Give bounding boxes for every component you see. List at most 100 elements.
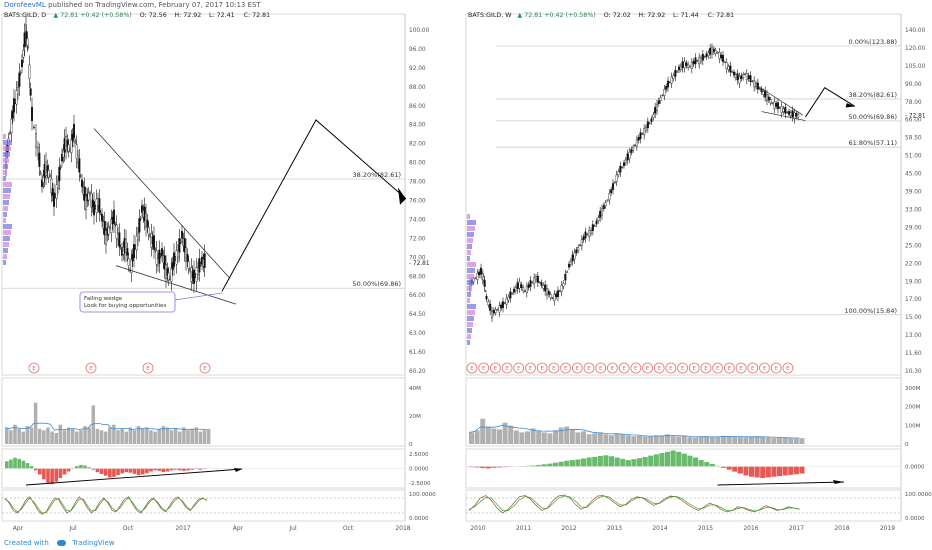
earnings-marker-label: E (146, 366, 150, 372)
earnings-marker-label: E (505, 366, 509, 372)
volume-bar (136, 426, 141, 444)
candle-body (712, 48, 715, 53)
macd-axis-label: 2.5000 (409, 452, 429, 458)
earnings-marker-label: E (681, 366, 685, 372)
candle-body (167, 272, 170, 281)
candle-body (176, 249, 179, 258)
macd-bar (58, 468, 63, 479)
legend-item: L: 72.41 (209, 12, 235, 19)
macd-bar (5, 461, 9, 469)
author-link[interactable]: DorofeevML (4, 1, 46, 9)
arrow-head-icon (845, 103, 855, 108)
earnings-marker-icon (28, 362, 40, 374)
candle-body (15, 90, 18, 105)
candle-body (577, 246, 580, 251)
candle-body (79, 175, 82, 177)
candle-body (586, 234, 589, 236)
price-axis-label: 70.00 (409, 255, 426, 261)
candle-body (648, 122, 651, 125)
price-axis-label: 60.20 (409, 369, 426, 375)
volume-bar (782, 437, 788, 444)
volume-bar (530, 428, 536, 444)
candle-body (657, 100, 660, 104)
candle-body (500, 304, 503, 309)
macd-bar (108, 468, 112, 478)
time-axis-label: Apr (233, 525, 244, 532)
candle-body (482, 276, 485, 281)
macd-bar (732, 466, 738, 472)
volume-profile-bar (3, 152, 10, 157)
candle-body (124, 238, 127, 253)
volume-axis-label: 100M (905, 423, 921, 429)
tradingview-brand[interactable]: TradingView (72, 539, 115, 547)
time-axis-label: 2010 (470, 525, 485, 532)
volume-bar (581, 431, 586, 444)
macd-bar (637, 458, 643, 467)
volume-profile-bar (467, 328, 472, 333)
wedge-upper-line (755, 84, 803, 116)
volume-bar (491, 428, 497, 444)
macd-bar (541, 464, 547, 467)
candle-body (723, 61, 726, 63)
price-axis-label: 78.00 (905, 100, 922, 106)
volume-bar (186, 430, 190, 444)
candle-body (709, 47, 712, 55)
candle-body (568, 263, 571, 268)
time-axis-label: 2018 (395, 525, 410, 532)
candle-body (53, 192, 56, 207)
divergence-arrow-line (717, 481, 845, 486)
candle-body (764, 90, 767, 98)
macd-bar (592, 456, 598, 467)
note-text-line1: Falling wedge (84, 296, 123, 302)
earnings-marker-label: E (540, 366, 544, 372)
earnings-marker-label: E (552, 366, 556, 372)
volume-profile-bar (3, 200, 9, 205)
candle-body (170, 267, 173, 282)
wedge-lower-line (115, 265, 237, 305)
macd-bar (726, 466, 732, 470)
candle-body (192, 269, 195, 284)
candle-body (183, 238, 186, 253)
volume-bar (54, 432, 58, 444)
candle-body (11, 111, 14, 119)
macd-bar (33, 468, 38, 471)
volume-bar (25, 426, 30, 444)
candle-body (72, 124, 75, 139)
candle-body (615, 174, 618, 182)
candle-body (535, 276, 538, 281)
created-with-text: Created with (4, 539, 49, 547)
candle-body (555, 293, 558, 298)
stoch-k-line (468, 494, 800, 514)
earnings-marker-icon (560, 362, 571, 374)
macd-bar (62, 468, 67, 475)
macd-bar (586, 457, 592, 467)
time-axis-label: 2015 (698, 525, 713, 532)
volume-bar (190, 428, 194, 444)
candle-body (608, 193, 611, 201)
price-axis-label: 13.00 (905, 333, 922, 339)
candle-body (705, 53, 708, 58)
candle-body (725, 62, 728, 69)
price-axis-label: 10.30 (905, 369, 922, 375)
volume-profile-bar (467, 256, 470, 261)
time-axis-label: 2017 (175, 525, 190, 532)
footer: Created with TradingView (0, 536, 932, 550)
candle-body (155, 250, 158, 265)
chart-panel-daily (1, 13, 407, 522)
candle-body (49, 175, 52, 177)
price-axis-label: 120.00 (905, 46, 926, 52)
candle-body (199, 263, 202, 266)
price-axis-label: 90.00 (905, 82, 922, 88)
macd-bar (648, 455, 654, 467)
macd-bar (202, 468, 207, 470)
candle-body (74, 141, 77, 143)
candle-body (564, 273, 567, 281)
earnings-marker-label: E (203, 366, 207, 372)
volume-profile-bar (3, 134, 6, 139)
price-axis-label: 68.00 (409, 274, 426, 280)
candle-body (694, 57, 697, 65)
earnings-marker-label: E (576, 366, 580, 372)
macd-bar (29, 466, 34, 469)
candle-body (742, 74, 745, 78)
candle-body (478, 271, 481, 276)
